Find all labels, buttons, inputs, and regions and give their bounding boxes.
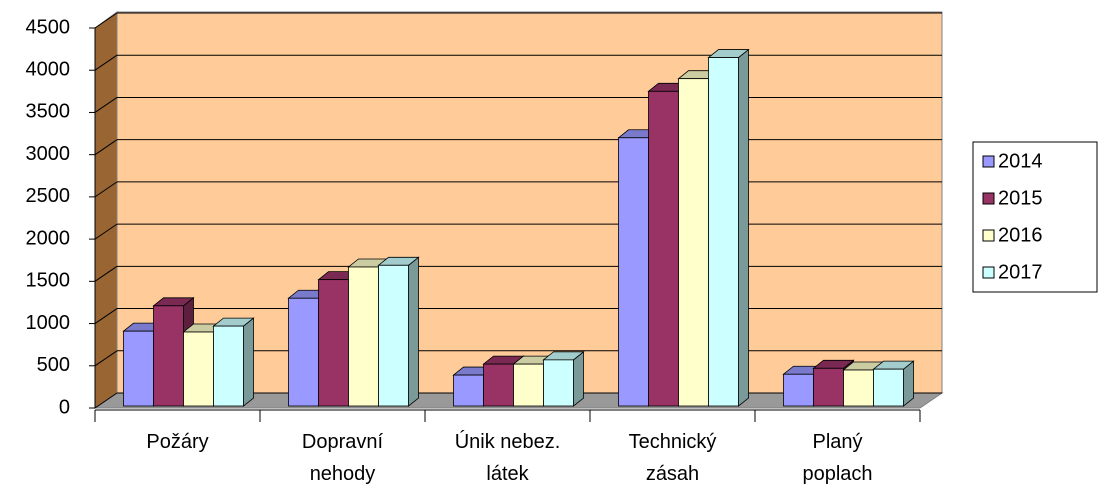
bar-side bbox=[408, 256, 419, 407]
bar bbox=[213, 325, 244, 407]
x-tick-label-line: Planý bbox=[812, 431, 862, 453]
bar bbox=[453, 374, 484, 407]
bar bbox=[783, 373, 814, 407]
y-tick-label: 3000 bbox=[26, 143, 71, 165]
legend-swatch bbox=[982, 229, 995, 242]
y-tick-label: 0 bbox=[59, 396, 70, 418]
y-tick-label: 1500 bbox=[26, 270, 71, 292]
grid-line-side bbox=[94, 139, 118, 156]
bar bbox=[843, 369, 874, 407]
x-tick-label: Požáry bbox=[146, 431, 208, 453]
grid-line-side bbox=[94, 223, 118, 240]
legend-label: 2017 bbox=[998, 261, 1043, 283]
side-wall bbox=[94, 11, 118, 409]
grid-line-side bbox=[94, 54, 118, 71]
bar bbox=[378, 264, 409, 407]
y-tick-label: 3500 bbox=[26, 101, 71, 123]
grid-line-side bbox=[94, 392, 118, 409]
bar bbox=[318, 279, 349, 407]
y-tick-label: 2000 bbox=[26, 227, 71, 249]
x-tick-label-line: poplach bbox=[802, 463, 872, 485]
x-tick-label: Planý poplach bbox=[802, 431, 872, 485]
x-tick-label: Dopravní nehody bbox=[302, 431, 384, 485]
bar bbox=[648, 90, 679, 407]
legend-label: 2016 bbox=[998, 224, 1043, 246]
grid-line-side bbox=[94, 308, 118, 324]
y-tick-label: 2500 bbox=[26, 185, 71, 207]
y-tick-label: 1000 bbox=[26, 312, 71, 334]
bar-side bbox=[573, 351, 584, 407]
bar bbox=[288, 297, 319, 407]
y-tick-label: 4500 bbox=[26, 16, 71, 38]
bar bbox=[513, 363, 544, 407]
legend-swatch bbox=[982, 266, 995, 279]
x-tick-label-line: Požáry bbox=[146, 431, 208, 453]
x-tick-label-line: zásah bbox=[646, 463, 699, 485]
x-tick-label-line: nehody bbox=[310, 463, 376, 485]
bar bbox=[483, 363, 514, 407]
bar bbox=[543, 359, 574, 407]
legend-swatch bbox=[982, 155, 995, 168]
legend-label: 2014 bbox=[998, 150, 1043, 172]
y-tick-label: 4000 bbox=[26, 59, 71, 81]
bar bbox=[678, 78, 709, 407]
x-tick-label: Technický zásah bbox=[629, 431, 717, 485]
bar bbox=[813, 367, 844, 407]
grid-line-side bbox=[94, 350, 118, 367]
bar bbox=[123, 330, 154, 407]
y-tick-label: 500 bbox=[37, 354, 70, 376]
grid-line-side bbox=[94, 12, 118, 29]
grid-line-side bbox=[94, 97, 118, 113]
x-tick-label-line: látek bbox=[486, 463, 529, 485]
x-tick-label-line: Technický bbox=[629, 431, 717, 453]
bar bbox=[618, 137, 649, 407]
legend-label: 2015 bbox=[998, 187, 1043, 209]
x-tick-label-line: Únik nebez. bbox=[455, 430, 561, 453]
grid-line-side bbox=[94, 181, 118, 198]
legend-swatch bbox=[982, 192, 995, 205]
bar-side bbox=[738, 48, 749, 407]
bar bbox=[348, 266, 379, 407]
grid-line-side bbox=[94, 265, 118, 282]
bar bbox=[708, 57, 739, 407]
bar bbox=[153, 305, 184, 407]
bar bbox=[183, 331, 214, 407]
x-tick-label-line: Dopravní bbox=[302, 431, 384, 453]
x-tick-label: Únik nebez. látek bbox=[455, 430, 561, 485]
bar bbox=[873, 368, 904, 407]
bar-side bbox=[243, 317, 254, 407]
